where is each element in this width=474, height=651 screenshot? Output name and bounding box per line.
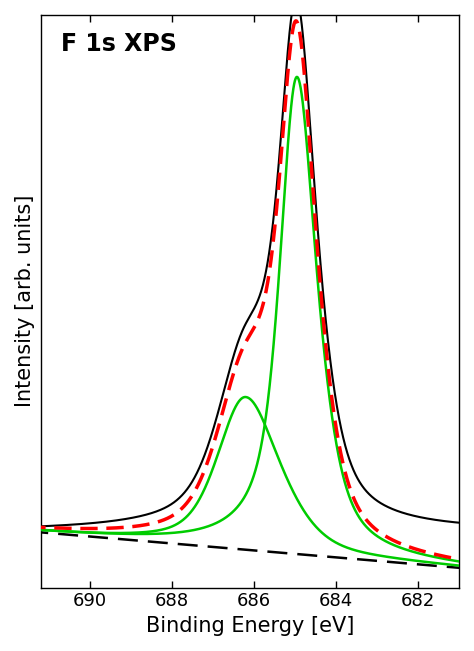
Text: F 1s XPS: F 1s XPS: [62, 32, 177, 56]
Y-axis label: Intensity [arb. units]: Intensity [arb. units]: [15, 195, 35, 408]
X-axis label: Binding Energy [eV]: Binding Energy [eV]: [146, 616, 354, 636]
